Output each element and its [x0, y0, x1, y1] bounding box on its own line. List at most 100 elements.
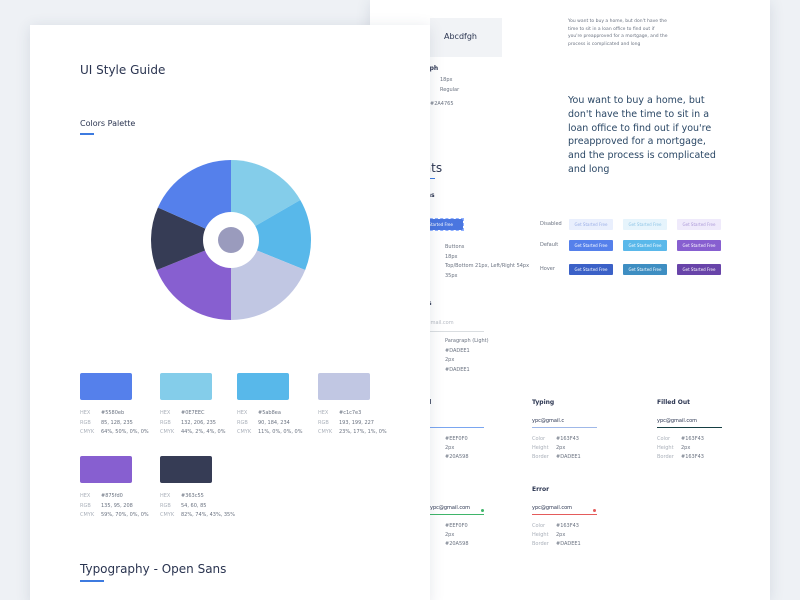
swatch-label: HEX [80, 493, 91, 499]
spec-value: #DADEE1 [445, 347, 470, 354]
button-spec: 35px [445, 272, 458, 279]
input-line [657, 427, 722, 428]
type-sample: Abcdfgh [444, 32, 477, 41]
input-line [404, 514, 484, 515]
button-spec: Buttons [445, 244, 465, 250]
detail-value: #EEF0F0 [445, 436, 468, 442]
swatch-value: #c1c7e3 [339, 410, 362, 416]
sample-box [430, 18, 502, 57]
swatch [160, 373, 212, 400]
detail-value: #163F43 [681, 436, 704, 442]
button: Get Started Free [677, 219, 721, 230]
small-paragraph: You want to buy a home, but don't have t… [568, 19, 668, 47]
swatch-value: 44%, 2%, 4%, 0% [181, 429, 226, 435]
detail-value: #163F43 [556, 523, 579, 529]
detail-value: #163F43 [556, 436, 579, 442]
input-state: Error [532, 486, 550, 493]
button-spec: 18px [445, 253, 458, 260]
swatch-label: RGB [80, 419, 91, 426]
swatch-value: #875fd0 [101, 493, 123, 499]
swatch-label: RGB [160, 419, 171, 426]
input-value: ypc@gmail.com [532, 505, 573, 511]
swatch-label: CMYK [237, 429, 252, 435]
detail-value: #163F43 [681, 454, 704, 461]
swatch-label: HEX [160, 410, 171, 416]
detail-value: 2px [681, 445, 691, 452]
wheel-center [218, 227, 244, 253]
swatch-value: 59%, 70%, 0%, 0% [101, 512, 149, 518]
swatch [80, 456, 132, 483]
swatch-value: 132, 206, 235 [181, 419, 216, 426]
input-state: Typing [532, 399, 555, 406]
swatch-value: #363c55 [181, 493, 204, 499]
detail-value: #DADEE1 [556, 541, 581, 548]
input-state: Filled Out [657, 399, 690, 406]
button: Get Started Free [623, 240, 667, 251]
spec-value: 2px [445, 357, 455, 363]
swatch-value: #0E7EEC [181, 410, 205, 416]
large-paragraph: You want to buy a home, but don't have t… [568, 95, 716, 175]
detail-label: Height [657, 445, 674, 452]
detail-value: 2px [556, 532, 566, 539]
underline [80, 580, 104, 582]
typography-heading: Typography - Open Sans [80, 562, 227, 576]
swatch-label: CMYK [160, 429, 175, 435]
font-color: #2A4765 [430, 101, 454, 107]
swatch-value: 135, 95, 208 [101, 502, 133, 509]
swatch [160, 456, 212, 483]
font-size: 18px [440, 77, 453, 83]
spec-value: Paragraph (Light) [445, 338, 489, 344]
detail-value: 2px [445, 445, 455, 452]
font-weight: Regular [440, 87, 460, 93]
swatch-value: #5ab8ea [258, 410, 281, 416]
detail-label: Color [532, 436, 546, 442]
button: Get Started Free [569, 264, 613, 275]
status-dot [481, 509, 484, 512]
swatch-label: RGB [80, 502, 91, 509]
swatch [318, 373, 370, 400]
button: Get Started Free [623, 219, 667, 230]
detail-value: #EEF0F0 [445, 523, 468, 529]
swatch-label: RGB [160, 502, 171, 509]
input-line [532, 427, 597, 428]
detail-label: Border [532, 454, 549, 461]
detail-label: Height [532, 532, 549, 539]
swatch-label: HEX [160, 493, 171, 499]
swatch-label: HEX [80, 410, 91, 416]
detail-label: Color [532, 523, 546, 529]
underline [80, 133, 94, 135]
swatch-value: 64%, 50%, 0%, 0% [101, 429, 149, 435]
spec-value: #DADEE1 [445, 366, 470, 373]
swatch-label: CMYK [80, 429, 95, 435]
button: Get Started Free [569, 219, 613, 230]
wheel-segment [231, 200, 311, 270]
elements-page [370, 0, 770, 600]
input-line [532, 514, 597, 515]
swatch [80, 373, 132, 400]
swatch-value: 54, 60, 85 [181, 502, 207, 509]
input-line [404, 331, 484, 332]
colors-heading: Colors Palette [80, 119, 136, 128]
swatch-label: RGB [237, 419, 248, 426]
button-spec: Top/Bottom 21px, Left/Right 54px [445, 263, 530, 269]
detail-value: #DADEE1 [556, 454, 581, 461]
detail-value: #20A598 [445, 541, 469, 548]
detail-value: 2px [556, 445, 566, 452]
wheel-segment [150, 207, 231, 270]
guide-title: UI Style Guide [80, 63, 166, 77]
input-value: ypc@gmail.com [657, 418, 698, 424]
swatch-label: CMYK [318, 429, 333, 435]
detail-label: Border [657, 454, 674, 461]
swatch-value: 23%, 17%, 1%, 0% [339, 429, 387, 435]
detail-label: Height [532, 445, 549, 452]
swatch-label: CMYK [80, 512, 95, 518]
swatch-label: RGB [318, 419, 329, 426]
button: Get Started Free [677, 240, 721, 251]
input-value: ypc@gmail.c [532, 418, 565, 424]
button: Get Started Free [677, 264, 721, 275]
button-state: Disabled [540, 221, 562, 227]
status-dot [593, 509, 596, 512]
